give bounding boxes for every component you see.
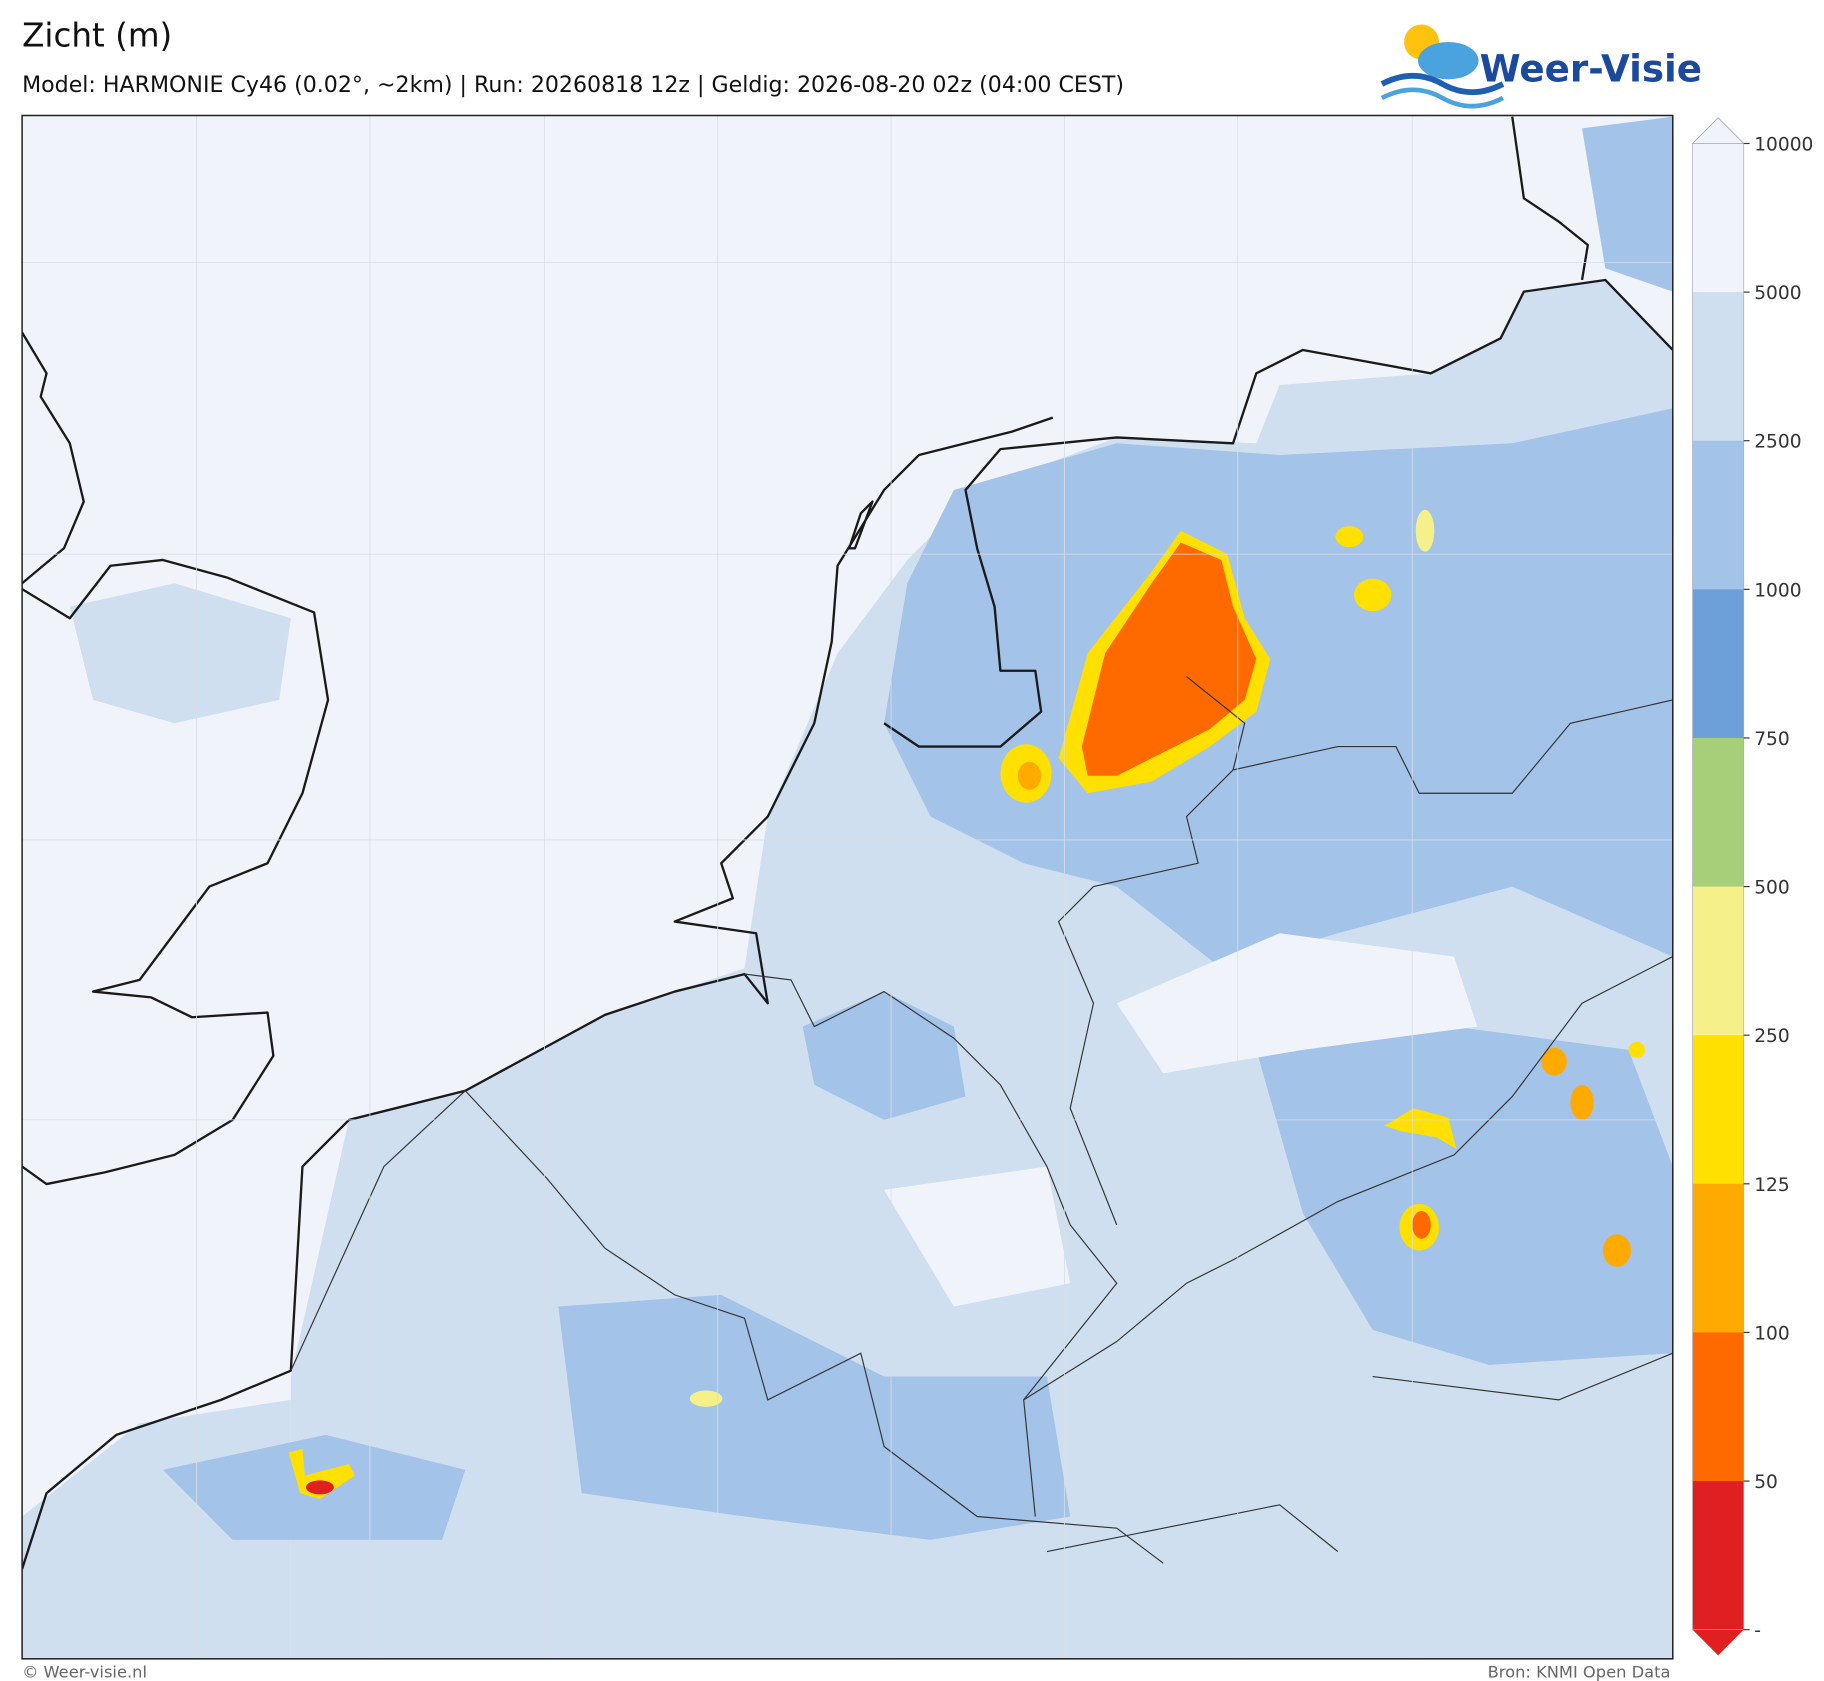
fog-zone (1384, 1108, 1457, 1150)
title: Zicht (m) (22, 17, 172, 55)
colorbar-extend-under (1692, 1629, 1744, 1656)
fog-zone (1602, 1234, 1631, 1267)
colorbar-segment (1692, 737, 1744, 888)
colorbar: 10000 5000 2500 1000 750 500 250 125 100 50 - (1691, 117, 1813, 1656)
colorbar-label: 750 (1754, 729, 1790, 750)
fog-zone (1541, 1047, 1567, 1076)
colorbar-segment (1692, 292, 1744, 442)
haze-zone (1256, 1026, 1673, 1365)
colorbar-segment (1692, 440, 1744, 590)
colorbar-segment (1692, 143, 1744, 293)
haze-zone (884, 408, 1673, 969)
border (1023, 956, 1673, 1553)
logo-text: Weer-Visie (1480, 47, 1702, 91)
colorbar-label: 50 (1754, 1472, 1778, 1493)
logo: Weer-Visie (1380, 24, 1702, 109)
colorbar-label: 250 (1754, 1026, 1790, 1047)
haze-zone (802, 991, 966, 1120)
clear-zone (1116, 933, 1478, 1074)
fog-zone (689, 1390, 723, 1407)
colorbar-label: - (1754, 1621, 1761, 1642)
map (22, 115, 1673, 1659)
border (290, 676, 1673, 1564)
haze-zone (1582, 116, 1673, 292)
footer-source: Bron: KNMI Open Data (1488, 1662, 1671, 1681)
colorbar-segment (1692, 1481, 1744, 1631)
colorbar-label: 125 (1754, 1175, 1790, 1196)
fog-zone (1570, 1084, 1594, 1120)
colorbar-label: 10000 (1754, 134, 1813, 155)
colorbar-label: 1000 (1754, 580, 1801, 601)
fog-zone (1354, 578, 1392, 612)
footer-credit: © Weer-visie.nl (22, 1662, 147, 1681)
logo-wave (1380, 87, 1505, 109)
colorbar-label: 5000 (1754, 283, 1801, 304)
colorbar-label: 500 (1754, 878, 1790, 899)
fog-zone (1335, 526, 1364, 548)
land-haze (69, 583, 291, 724)
dense-fog-zone (305, 1480, 334, 1495)
coastline (22, 116, 1673, 1570)
colorbar-label: 100 (1754, 1323, 1790, 1344)
colorbar-segment (1692, 1035, 1744, 1185)
graticule (22, 115, 1673, 1659)
subtitle: Model: HARMONIE Cy46 (0.02°, ~2km) | Run… (22, 72, 1124, 98)
fog-zone (1415, 509, 1435, 552)
colorbar-label: 2500 (1754, 432, 1801, 453)
colorbar-segment (1692, 1332, 1744, 1482)
dense-fog-zone (1412, 1210, 1431, 1239)
dense-fog-zone (1081, 542, 1257, 776)
fog-zone (1017, 761, 1042, 790)
colorbar-segment (1692, 886, 1744, 1036)
colorbar-extend-over (1691, 117, 1745, 144)
coastline (22, 331, 330, 1186)
map-frame (21, 114, 1674, 1660)
colorbar-segment (1692, 1183, 1744, 1334)
logo-wave (1380, 73, 1505, 95)
haze-zone (558, 1294, 1071, 1540)
clear-zone (884, 1166, 1071, 1307)
colorbar-segment (1692, 589, 1744, 739)
fog-zone (288, 1448, 355, 1500)
fog-zone (1628, 1041, 1645, 1059)
logo-cloud (1418, 41, 1479, 80)
